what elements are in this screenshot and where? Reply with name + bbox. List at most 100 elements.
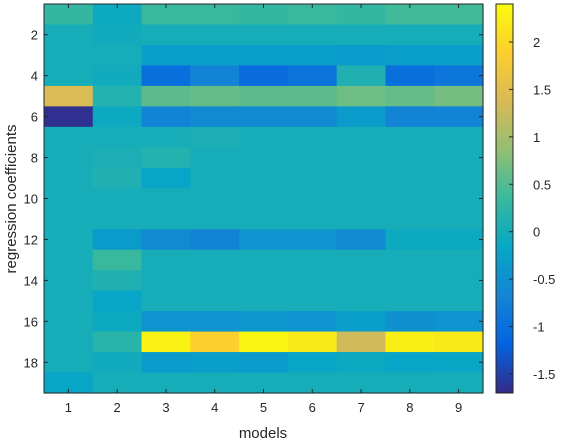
x-tick-label: 4 [211,400,218,415]
heatmap-cell [92,147,143,169]
heatmap-cell [141,229,191,251]
y-tick-label: 2 [31,28,38,43]
heatmap-cell [434,167,484,189]
heatmap-cell [336,270,387,292]
heatmap-cell [190,4,240,26]
heatmap-cell [44,249,94,271]
x-tick-label: 7 [357,400,364,415]
heatmap-cell [190,352,240,374]
heatmap-cell [44,290,94,312]
heatmap-cell [92,372,143,394]
heatmap-cell [239,44,289,67]
heatmap-cell [190,126,240,148]
y-tick-label: 8 [31,151,38,166]
heatmap-cell [44,270,94,292]
heatmap-cell [190,311,240,333]
heatmap-cell [141,270,191,292]
y-axis-tick-labels: 2 4 6 8 10 12 14 16 18 [24,28,38,371]
heatmap-cell [434,352,484,374]
heatmap-cell [287,290,338,312]
heatmap-cell [44,106,94,128]
heatmap-cell [141,44,191,67]
heatmap-cells [44,4,484,394]
heatmap-cell [239,147,289,169]
colorbar-tick-marks [509,41,513,375]
heatmap-cell [92,229,143,251]
heatmap-cell [44,331,94,353]
heatmap-cell [190,229,240,251]
heatmap-cell [336,147,387,169]
x-axis-tick-labels: 1 2 3 4 5 6 7 8 9 [65,400,462,415]
heatmap-cell [141,85,191,107]
heatmap-cell [190,372,240,394]
heatmap-cell [239,24,289,46]
heatmap-cell [141,65,191,87]
heatmap-cell [239,311,289,333]
heatmap-cell [92,208,143,230]
heatmap-cell [287,167,338,189]
colorbar-tick-label: 1.5 [533,82,551,97]
heatmap-cell [92,188,143,210]
heatmap-cell [92,126,143,148]
heatmap-cell [336,249,387,271]
heatmap-cell [336,229,387,251]
heatmap-cell [385,167,435,189]
heatmap-cell [385,24,435,46]
heatmap-cell [239,167,289,189]
heatmap-cell [44,44,94,67]
heatmap-cell [141,290,191,312]
colorbar-tick-label: -0.5 [533,272,555,287]
heatmap-cell [190,290,240,312]
heatmap-cell [287,229,338,251]
heatmap-cell [44,229,94,251]
heatmap-cell [92,4,143,26]
y-tick-label: 6 [31,110,38,125]
heatmap-cell [434,229,484,251]
heatmap-cell [385,311,435,333]
heatmap-cell [141,126,191,148]
heatmap-cell [385,106,435,128]
heatmap-cell [44,208,94,230]
y-axis-label: regression coefficients [3,125,20,274]
heatmap-cell [92,65,143,87]
heatmap-cell [44,147,94,169]
heatmap-cell [385,331,435,353]
heatmap-cell [434,65,484,87]
heatmap-cell [434,4,484,26]
heatmap-cell [385,4,435,26]
heatmap-cell [287,85,338,107]
heatmap-cell [434,249,484,271]
heatmap-cell [190,270,240,292]
heatmap-cell [385,65,435,87]
heatmap-cell [336,44,387,67]
heatmap-cell [92,249,143,271]
x-tick-label: 3 [162,400,169,415]
heatmap-cell [385,249,435,271]
axis-tick-marks [44,4,483,393]
y-tick-label: 12 [24,232,38,247]
x-axis-label: models [239,425,287,442]
heatmap-cell [336,4,387,26]
heatmap-cell [239,270,289,292]
heatmap-cell [287,331,338,353]
heatmap-cell [92,44,143,67]
heatmap-cell [44,24,94,46]
heatmap-cell [336,290,387,312]
heatmap-cell [190,65,240,87]
y-tick-label: 4 [31,69,38,84]
heatmap-cell [287,106,338,128]
heatmap-cell [141,208,191,230]
heatmap-cell [385,229,435,251]
heatmap-cell [44,352,94,374]
heatmap-cell [385,85,435,107]
x-tick-label: 1 [65,400,72,415]
colorbar-tick-label: -1.5 [533,367,555,382]
heatmap-cell [190,147,240,169]
heatmap-cell [141,147,191,169]
x-tick-label: 9 [455,400,462,415]
heatmap-cell [239,331,289,353]
heatmap-cell [287,188,338,210]
heatmap-cell [92,352,143,374]
heatmap-cell [336,208,387,230]
heatmap-cell [287,270,338,292]
